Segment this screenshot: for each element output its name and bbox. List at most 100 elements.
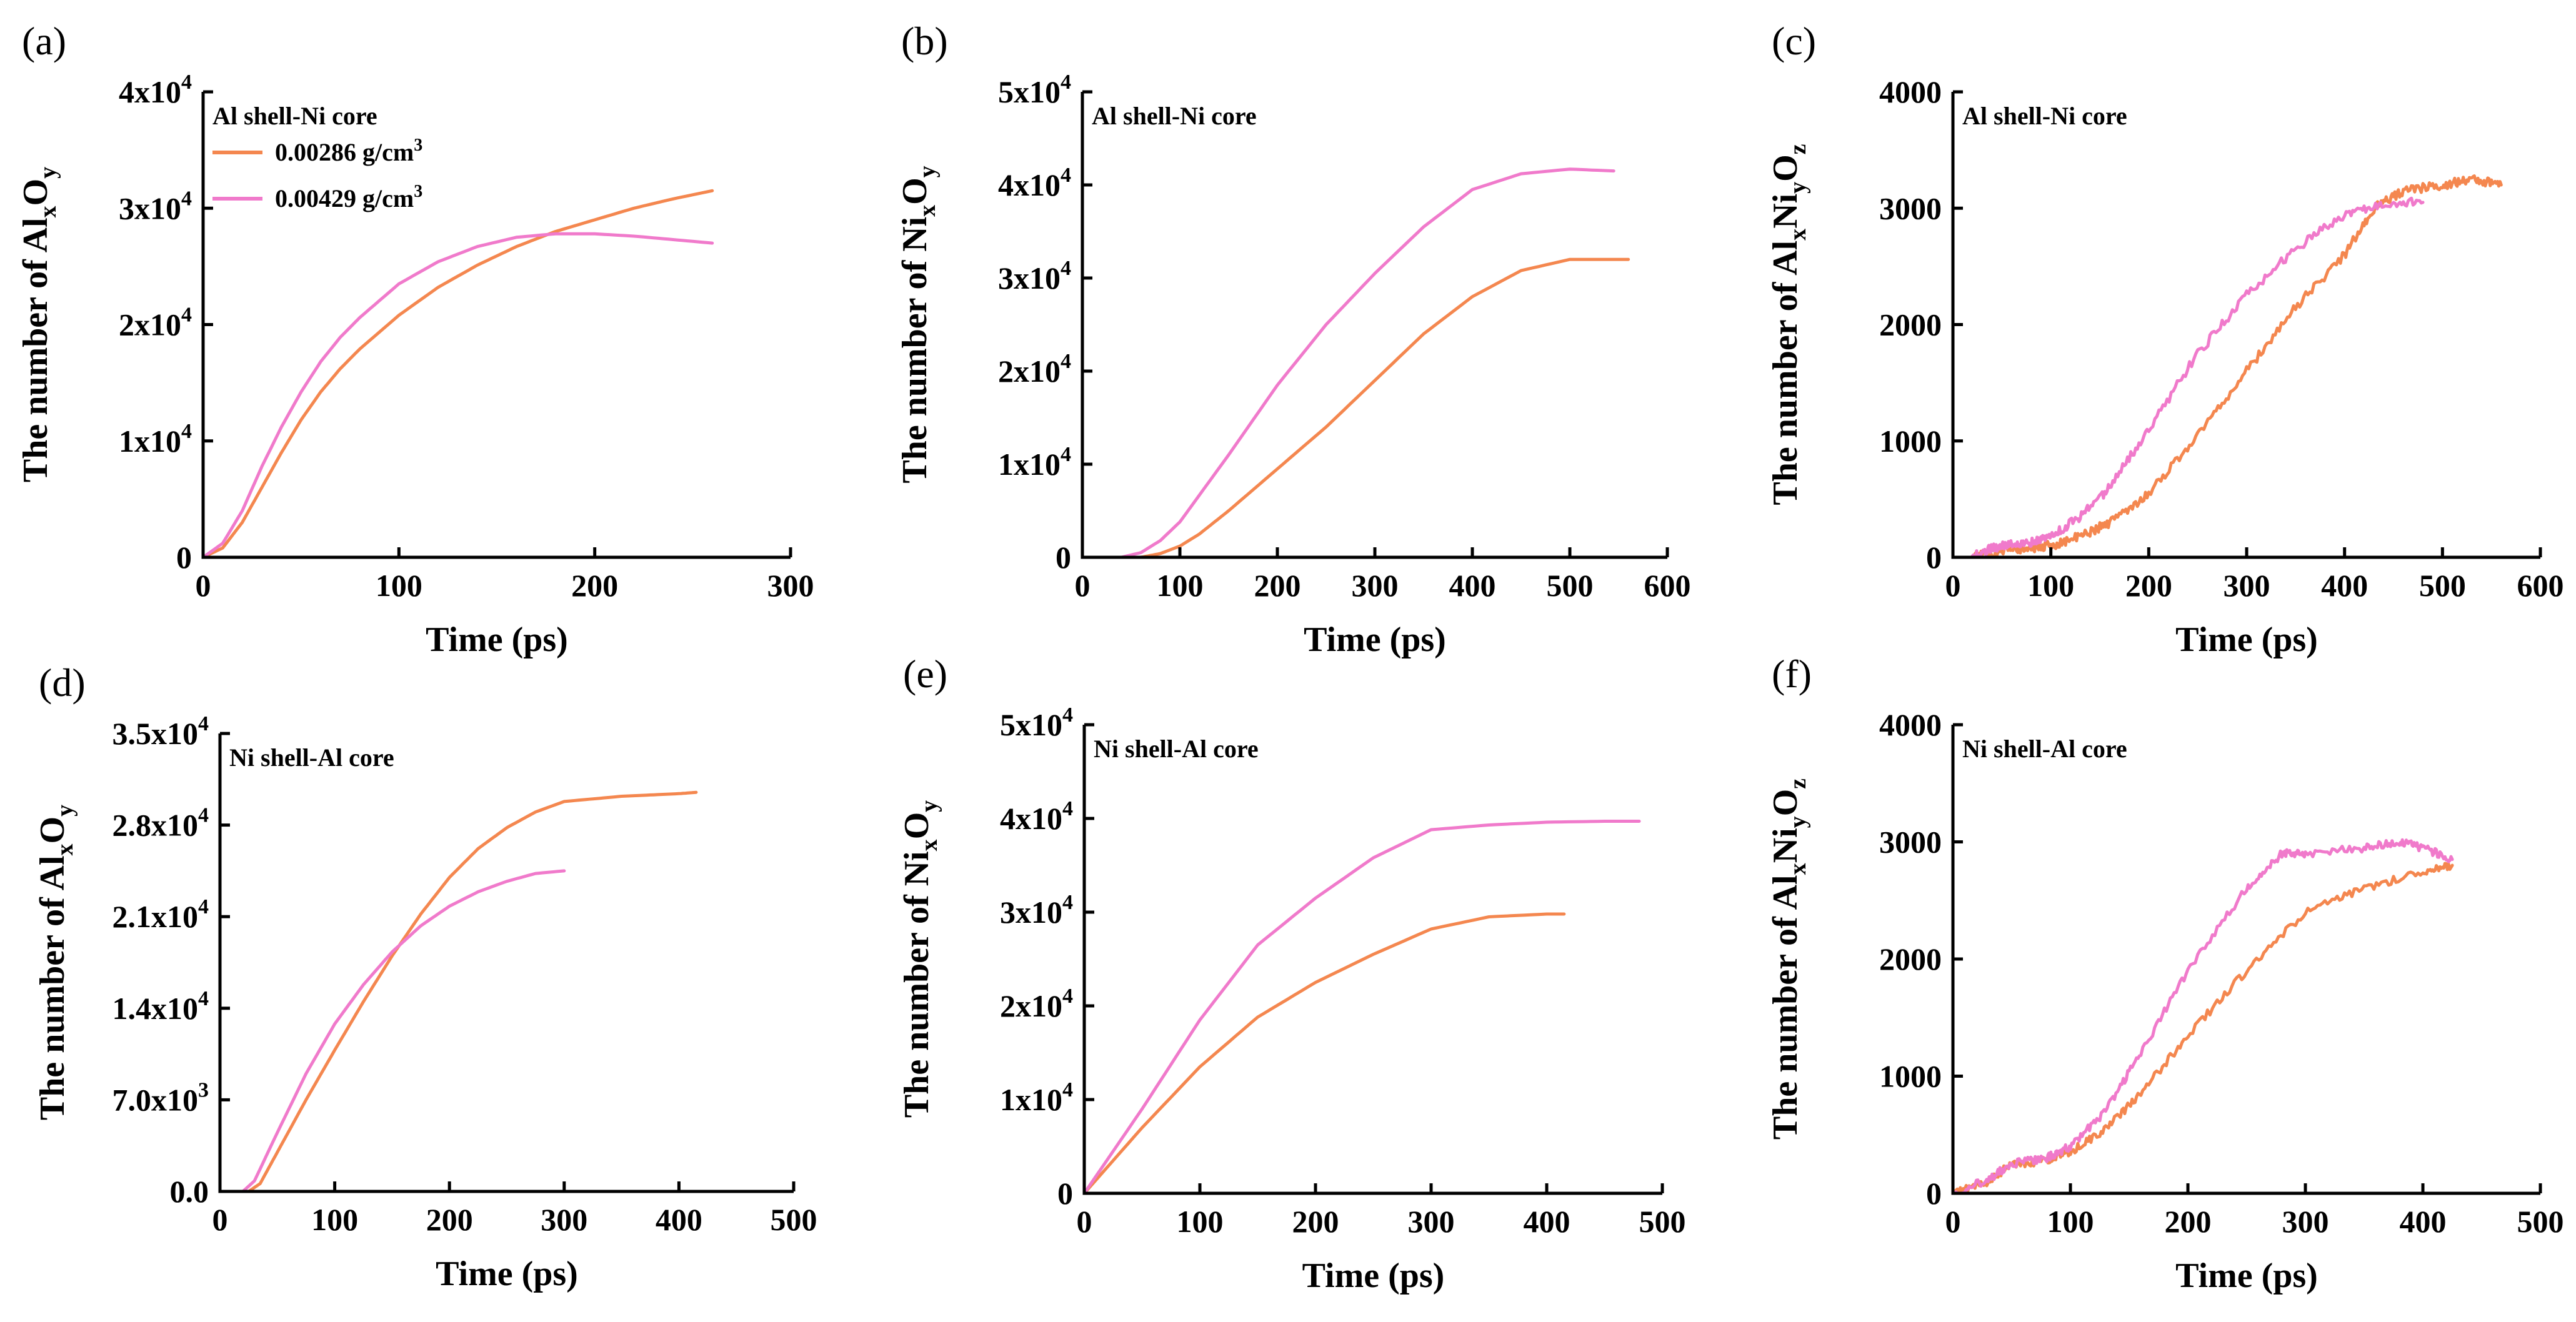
panel-annotation: Ni shell-Al core bbox=[1962, 735, 2127, 763]
y-axis-label: The number of NixOy bbox=[896, 166, 941, 483]
x-axis-label: Time (ps) bbox=[436, 1255, 578, 1293]
x-tick-label: 0 bbox=[1077, 1204, 1092, 1239]
x-tick-label: 500 bbox=[1547, 568, 1594, 603]
chart-panel-d: (d) 0 100 200 300 400 500 0.0 7.0x103 1.4x104 2.1x… bbox=[33, 660, 817, 1293]
series-line-high-density bbox=[1970, 196, 2425, 559]
x-tick-label: 100 bbox=[2047, 1204, 2094, 1239]
y-tick-label: 0 bbox=[1926, 540, 1942, 575]
x-tick-label: 300 bbox=[2224, 568, 2270, 603]
y-tick-label: 7.0x103 bbox=[112, 1078, 209, 1117]
series-line-high-density bbox=[1081, 167, 1615, 559]
x-tick-label: 400 bbox=[1524, 1204, 1570, 1239]
panel-label: (e) bbox=[903, 652, 947, 696]
x-tick-label: 0 bbox=[196, 568, 211, 603]
panel-label: (d) bbox=[39, 660, 86, 705]
series-line-low-density bbox=[1970, 174, 2503, 559]
x-tick-label: 300 bbox=[1408, 1204, 1455, 1239]
y-tick-label: 3x104 bbox=[1000, 891, 1073, 930]
y-tick-label: 0 bbox=[176, 540, 192, 575]
y-tick-label: 3x104 bbox=[119, 187, 192, 226]
y-tick-label: 5x104 bbox=[1000, 703, 1073, 742]
series-line-low-density bbox=[201, 189, 714, 559]
x-tick-label: 0 bbox=[1075, 568, 1091, 603]
y-axis-label: The number of AlxNiyOz bbox=[1766, 778, 1811, 1140]
y-tick-label: 3x104 bbox=[998, 257, 1071, 296]
y-tick-label: 1000 bbox=[1879, 424, 1942, 459]
axis-frame bbox=[1082, 725, 1662, 1195]
y-tick-label: 4x104 bbox=[1000, 797, 1073, 836]
y-tick-label: 1.4x104 bbox=[112, 987, 209, 1026]
series-line-low-density bbox=[1082, 912, 1566, 1195]
x-tick-label: 200 bbox=[571, 568, 618, 603]
y-tick-label: 1x104 bbox=[119, 420, 192, 459]
x-tick-label: 500 bbox=[1639, 1204, 1686, 1239]
x-tick-label: 200 bbox=[1292, 1204, 1339, 1239]
x-tick-label: 400 bbox=[2321, 568, 2368, 603]
y-tick-label: 3000 bbox=[1879, 825, 1942, 860]
series-line-low-density bbox=[1951, 862, 2454, 1195]
y-tick-label: 4000 bbox=[1879, 74, 1942, 109]
y-axis-label: The number of AlxOy bbox=[33, 805, 78, 1120]
x-tick-label: 100 bbox=[2027, 568, 2074, 603]
series-line-high-density bbox=[218, 869, 566, 1193]
y-tick-label: 2000 bbox=[1879, 942, 1942, 977]
chart-panel-f: (f) 0 100 200 300 400 500 0 1000 2000 3000 4000 Time… bbox=[1766, 652, 2564, 1295]
axis-frame bbox=[1951, 725, 2540, 1195]
x-tick-label: 0 bbox=[1945, 568, 1961, 603]
y-tick-label: 2x104 bbox=[1000, 985, 1073, 1023]
legend-label: 0.00429 g/cm3 bbox=[275, 182, 422, 212]
y-tick-label: 0 bbox=[1056, 540, 1071, 575]
y-tick-label: 2x104 bbox=[119, 304, 192, 342]
y-tick-label: 0 bbox=[1057, 1176, 1073, 1211]
panel-label: (c) bbox=[1772, 19, 1816, 63]
panel-annotation: Ni shell-Al core bbox=[229, 743, 394, 772]
x-tick-label: 300 bbox=[767, 568, 814, 603]
series-line-high-density bbox=[201, 232, 714, 559]
x-tick-label: 300 bbox=[2282, 1204, 2329, 1239]
y-tick-label: 4000 bbox=[1879, 707, 1942, 742]
legend-label: 0.00286 g/cm3 bbox=[275, 136, 422, 166]
y-tick-label: 0.0 bbox=[170, 1174, 209, 1209]
y-tick-label: 2x104 bbox=[998, 350, 1071, 389]
panel-annotation: Al shell-Ni core bbox=[1092, 102, 1257, 130]
y-axis-label: The number of NixOy bbox=[897, 800, 942, 1118]
x-tick-label: 600 bbox=[2517, 568, 2564, 603]
x-tick-label: 400 bbox=[1449, 568, 1496, 603]
x-tick-label: 200 bbox=[1254, 568, 1301, 603]
x-tick-label: 500 bbox=[2517, 1204, 2564, 1239]
y-tick-label: 2.8x104 bbox=[112, 804, 209, 843]
chart-panel-b: (b) 0 100 200 300 400 500 600 0 1x104 2x104 3x104 4x… bbox=[896, 19, 1691, 659]
panel-annotation: Ni shell-Al core bbox=[1094, 735, 1259, 763]
x-tick-label: 0 bbox=[1945, 1204, 1961, 1239]
axis-frame bbox=[1951, 92, 2540, 559]
panel-annotation: Al shell-Ni core bbox=[1962, 102, 2127, 130]
legend: 0.00286 g/cm3 0.00429 g/cm3 bbox=[212, 136, 422, 212]
y-tick-label: 2.1x104 bbox=[112, 895, 209, 934]
x-tick-label: 100 bbox=[311, 1202, 358, 1237]
chart-panel-c: (c) 0 100 200 300 400 500 600 0 1000 2000 3000 4000 T… bbox=[1766, 19, 2564, 659]
axis-frame bbox=[218, 733, 794, 1193]
y-tick-label: 1000 bbox=[1879, 1059, 1942, 1094]
x-tick-label: 600 bbox=[1644, 568, 1691, 603]
x-tick-label: 200 bbox=[426, 1202, 473, 1237]
x-axis-label: Time (ps) bbox=[2175, 620, 2318, 659]
y-tick-label: 1x104 bbox=[998, 443, 1071, 482]
y-tick-label: 2000 bbox=[1879, 307, 1942, 342]
y-tick-label: 3000 bbox=[1879, 191, 1942, 226]
series-line-high-density bbox=[1082, 820, 1641, 1195]
x-tick-label: 100 bbox=[376, 568, 422, 603]
chart-panel-a: (a) 0 100 200 300 0 1x104 2x104 3x104 4x104 Time (… bbox=[16, 19, 814, 659]
panel-annotation: Al shell-Ni core bbox=[212, 102, 377, 130]
y-tick-label: 5x104 bbox=[998, 71, 1071, 109]
panel-label: (b) bbox=[901, 19, 948, 63]
panel-label: (a) bbox=[22, 19, 66, 63]
x-tick-label: 100 bbox=[1177, 1204, 1224, 1239]
y-tick-label: 3.5x104 bbox=[112, 712, 209, 751]
x-tick-label: 200 bbox=[2165, 1204, 2212, 1239]
y-tick-label: 4x104 bbox=[119, 71, 192, 109]
x-tick-label: 300 bbox=[1352, 568, 1399, 603]
chart-panel-e: (e) 0 100 200 300 400 500 0 1x104 2x104 3x104 4x104… bbox=[897, 652, 1686, 1295]
x-tick-label: 0 bbox=[212, 1202, 228, 1237]
x-axis-label: Time (ps) bbox=[426, 620, 568, 659]
x-tick-label: 400 bbox=[656, 1202, 702, 1237]
